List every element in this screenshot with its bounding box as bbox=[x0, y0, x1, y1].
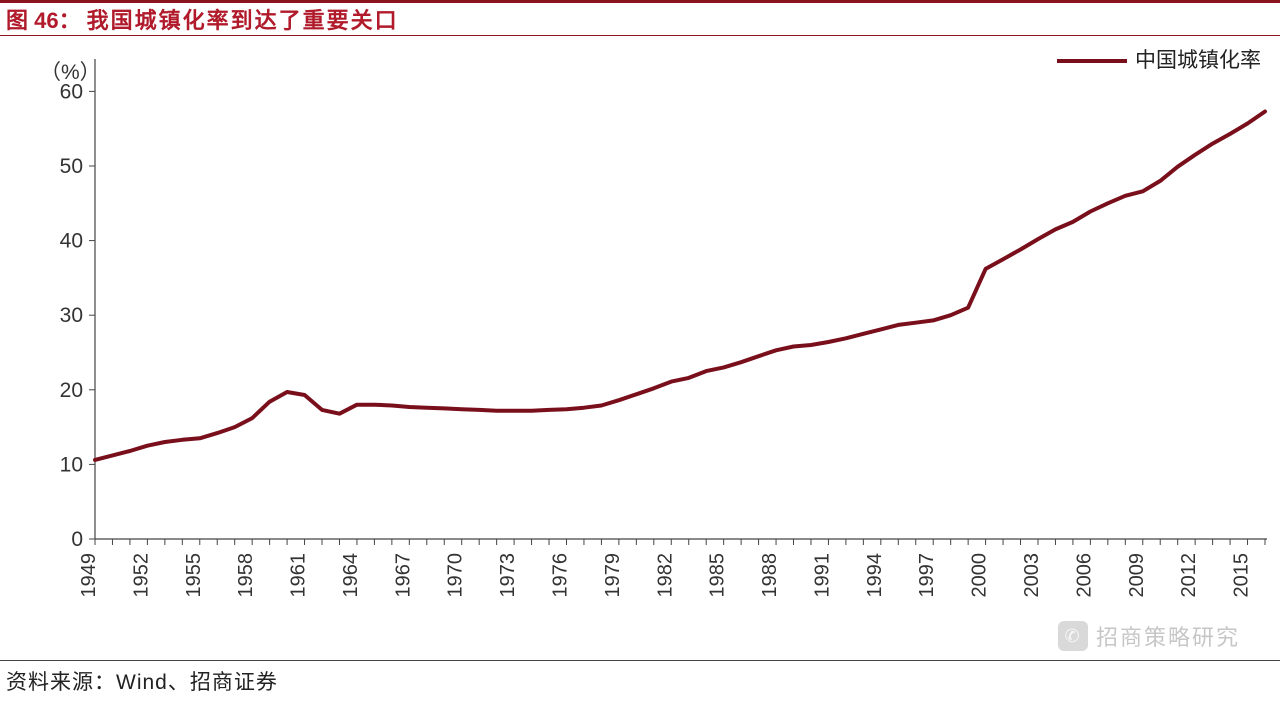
y-tick-label: 20 bbox=[60, 379, 83, 402]
watermark: ✆ 招商策略研究 bbox=[1058, 620, 1240, 652]
y-tick-label: 0 bbox=[71, 528, 83, 551]
x-tick-label: 1958 bbox=[235, 553, 257, 598]
y-tick-label: 10 bbox=[60, 453, 83, 476]
watermark-text: 招商策略研究 bbox=[1096, 620, 1240, 652]
x-tick-label: 1994 bbox=[864, 553, 886, 598]
legend-label: 中国城镇化率 bbox=[1135, 49, 1261, 72]
x-tick-label: 1985 bbox=[707, 553, 729, 598]
x-tick-label: 1982 bbox=[654, 553, 676, 598]
x-tick-label: 1973 bbox=[497, 553, 519, 598]
x-tick-label: 1979 bbox=[602, 553, 624, 598]
x-tick-label: 1964 bbox=[340, 553, 362, 598]
source-text: 资料来源：Wind、招商证券 bbox=[6, 666, 278, 696]
x-tick-label: 1997 bbox=[916, 553, 938, 598]
x-tick-label: 1955 bbox=[183, 553, 205, 598]
x-tick-label: 1952 bbox=[130, 553, 152, 598]
figure-title: 我国城镇化率到达了重要关口 bbox=[87, 3, 399, 35]
figure-number: 图 46： bbox=[6, 3, 81, 35]
x-tick-label: 2015 bbox=[1231, 553, 1253, 598]
x-tick-label: 2003 bbox=[1021, 553, 1043, 598]
line-chart-svg: （%）0102030405060194919521955195819611964… bbox=[0, 39, 1280, 659]
y-tick-label: 50 bbox=[60, 155, 83, 178]
y-tick-label: 30 bbox=[60, 304, 83, 327]
x-tick-label: 2009 bbox=[1126, 553, 1148, 598]
x-tick-label: 1961 bbox=[288, 553, 310, 598]
y-tick-label: 60 bbox=[60, 80, 83, 103]
x-tick-label: 2012 bbox=[1178, 553, 1200, 598]
x-tick-label: 2006 bbox=[1073, 553, 1095, 598]
figure-title-bar: 图 46： 我国城镇化率到达了重要关口 bbox=[0, 0, 1280, 36]
wechat-icon: ✆ bbox=[1058, 621, 1088, 651]
x-tick-label: 1988 bbox=[759, 553, 781, 598]
x-tick-label: 1967 bbox=[392, 553, 414, 598]
x-tick-label: 2000 bbox=[969, 553, 991, 598]
figure-container: 图 46： 我国城镇化率到达了重要关口 （%）01020304050601949… bbox=[0, 0, 1280, 704]
x-tick-label: 1976 bbox=[549, 553, 571, 598]
x-tick-label: 1970 bbox=[445, 553, 467, 598]
chart-area: （%）0102030405060194919521955195819611964… bbox=[0, 39, 1280, 659]
source-bar: 资料来源：Wind、招商证券 bbox=[0, 660, 1280, 700]
series-line bbox=[95, 112, 1265, 460]
x-tick-label: 1991 bbox=[811, 553, 833, 598]
y-tick-label: 40 bbox=[60, 230, 83, 253]
x-tick-label: 1949 bbox=[78, 553, 100, 598]
